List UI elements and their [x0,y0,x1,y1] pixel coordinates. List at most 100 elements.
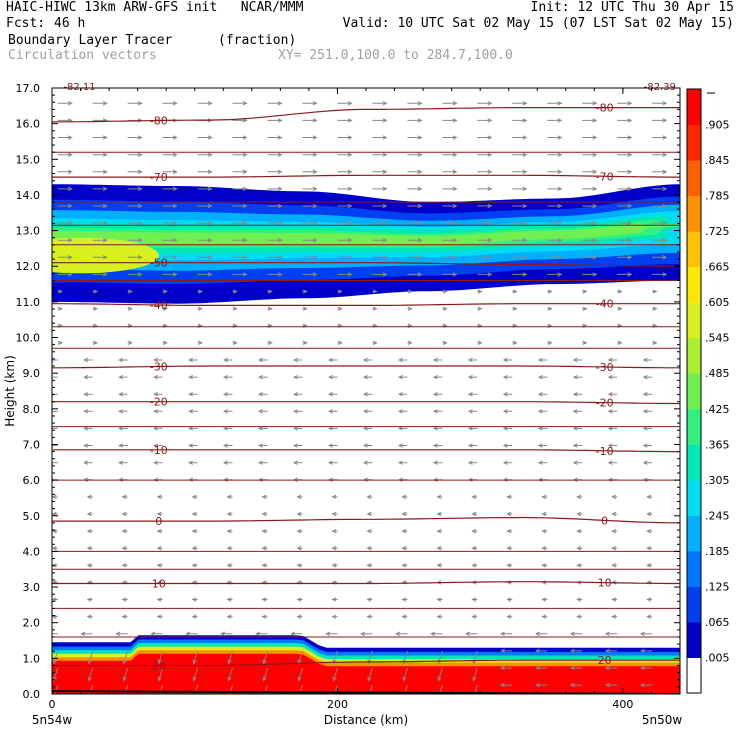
y-tick-label: 6.0 [23,474,41,487]
circulation-vector [604,665,618,671]
circulation-vector [267,101,283,106]
circulation-vector [331,563,338,568]
circulation-vector [646,546,653,551]
circulation-vector [582,340,588,346]
circulation-vector [512,340,518,346]
colorbar-label: .245 [705,509,730,522]
colorbar-swatch [687,408,701,445]
circulation-vector [442,152,458,157]
circulation-vector [118,392,128,397]
circulation-vector [327,426,338,431]
circulation-vector [232,135,248,140]
circulation-vector [407,118,423,123]
circulation-vector [83,392,93,397]
circulation-vector [292,409,303,414]
isotherm-line [52,303,680,306]
circulation-vector [471,546,478,551]
circulation-vector [257,409,268,414]
colorbar-swatch [687,231,701,268]
colorbar-label: .365 [705,438,730,451]
circulation-vector [222,392,233,397]
circulation-vector [537,460,548,465]
x-tick-label: 200 [327,698,348,711]
circulation-vector [502,409,513,414]
circulation-vector [646,597,653,602]
circulation-vector [292,374,303,380]
circulation-vector [576,563,583,568]
circulation-vector [617,118,633,123]
circulation-vector [227,650,233,665]
circulation-vector [162,220,178,226]
circulation-vector [401,528,408,534]
circulation-vector [86,528,93,534]
circulation-vector [118,460,128,465]
circulation-vector [477,255,493,260]
circulation-vector [407,101,423,106]
circulation-vector [121,546,128,551]
circulation-vector [576,614,583,619]
circulation-vector [506,546,513,551]
circulation-vector [257,443,268,448]
circulation-vector [331,494,338,500]
circulation-vector [162,186,178,192]
circulation-vector [327,460,338,465]
circulation-vector [222,426,233,431]
circulation-vector [153,443,163,448]
circulation-vector [83,374,93,380]
circulation-vector [467,443,478,448]
circulation-vector [607,392,618,397]
circulation-vector [302,118,318,123]
circulation-vector [331,511,338,517]
circulation-vector [292,357,303,363]
init-time: Init: 12 UTC Thu 30 Apr 15 [530,0,735,15]
circulation-vector [57,203,73,209]
circulation-vector [372,152,388,157]
circulation-vector [506,597,513,602]
circulation-vector [127,135,143,140]
field-name: Boundary Layer Tracer [8,33,173,48]
circulation-vector [604,631,618,636]
circulation-vector [86,546,93,551]
circulation-vector [57,135,73,140]
circulation-vector [232,203,248,209]
circulation-vector [642,460,653,465]
circulation-vector [302,289,308,294]
colorbar-swatch [687,302,701,339]
circulation-vector [432,409,443,414]
circulation-vector [222,357,233,363]
circulation-vector [52,597,58,602]
circulation-vector [296,614,303,619]
circulation-vector [267,186,283,192]
circulation-vector [191,528,198,534]
circulation-vector [332,667,338,682]
circulation-vector [52,511,58,517]
circulation-vector [534,631,548,636]
circulation-vector [121,563,128,568]
circulation-vector [407,306,413,311]
circulation-vector [118,357,128,363]
circulation-vector [232,101,248,106]
circulation-vector [162,238,178,243]
circulation-vector [57,152,73,157]
circulation-vector [337,118,353,123]
circulation-vector [502,443,513,448]
circulation-vector [150,631,163,636]
circulation-vector [257,357,268,363]
circulation-vector [437,684,443,694]
circulation-vector [83,443,93,448]
y-tick-label: 13.0 [16,225,41,238]
circulation-vector [569,631,583,636]
circulation-vector [92,169,108,174]
circulation-vector [646,494,653,500]
circulation-vector [331,614,338,619]
circulation-vector [267,135,283,140]
circulation-vector [607,357,618,363]
circulation-vector [267,272,283,277]
circulation-vector [52,443,58,448]
circulation-vector [472,684,478,694]
circulation-vector [652,238,668,243]
circulation-vector [192,650,199,665]
colorbar-label: .845 [705,154,730,167]
circulation-vector [226,563,233,568]
